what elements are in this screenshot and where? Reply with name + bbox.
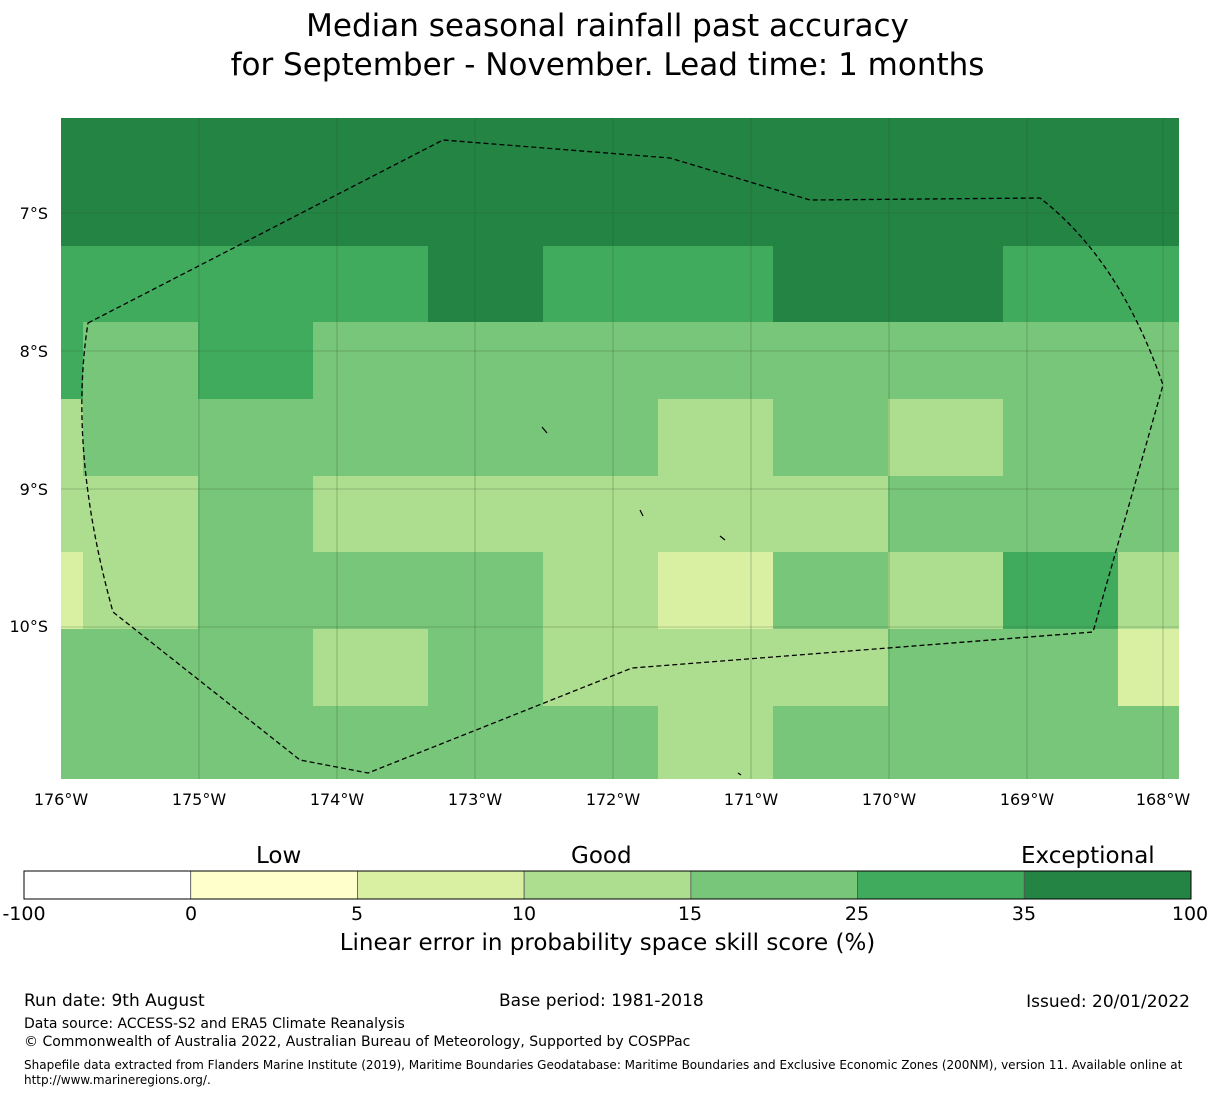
heatmap-cell [888, 399, 1003, 476]
heatmap-cell [198, 476, 313, 552]
heatmap-cell [543, 552, 658, 629]
heatmap-cell [61, 118, 1179, 246]
heatmap-cell [543, 246, 773, 322]
heatmap-cell [313, 629, 428, 706]
heatmap-cell [658, 706, 773, 779]
colorbar-tick-label: 35 [1012, 903, 1036, 925]
heatmap-cell [658, 399, 773, 476]
colorbar-tick-label: 15 [678, 903, 702, 925]
shapefile-credit: Shapefile data extracted from Flanders M… [24, 1058, 1183, 1087]
heatmap-cell [198, 322, 313, 399]
colorbar-tick-label: 0 [185, 903, 197, 925]
colorbar-category-good: Good [571, 843, 632, 869]
chart-title-line-1: Median seasonal rainfall past accuracy [306, 8, 909, 44]
heatmap-cell [61, 552, 83, 629]
colorbar-swatch [190, 870, 358, 900]
island-fakaofo [719, 535, 726, 541]
lat-tick-label: 8°S [20, 342, 48, 361]
skill-grid [61, 118, 1179, 779]
heatmap-cell [313, 476, 888, 552]
colorbar [23, 870, 1192, 900]
island-swains [737, 772, 742, 776]
heatmap-cell [1003, 552, 1118, 629]
colorbar-tick-label: 10 [512, 903, 536, 925]
colorbar-swatch [357, 870, 525, 900]
chart-title-line-2: for September - November. Lead time: 1 m… [230, 47, 985, 83]
heatmap-cell [1003, 399, 1179, 476]
data-source: Data source: ACCESS-S2 and ERA5 Climate … [24, 1016, 405, 1032]
colorbar-category-exceptional: Exceptional [1021, 843, 1155, 869]
colorbar-swatch [523, 870, 692, 900]
latitude-labels: 7°S 8°S 9°S 10°S [9, 204, 48, 636]
heatmap-cell [61, 629, 313, 706]
heatmap-cell [543, 629, 888, 706]
heatmap-cell [83, 552, 198, 629]
heatmap-cell [428, 246, 543, 322]
lon-tick-label: 168°W [1136, 790, 1191, 809]
lon-tick-label: 169°W [1000, 790, 1055, 809]
colorbar-border [23, 870, 1192, 900]
lon-tick-label: 175°W [172, 790, 227, 809]
island-nukunonu [639, 509, 644, 517]
colorbar-tick-label: 100 [1172, 903, 1208, 925]
heatmap-cell [61, 246, 428, 322]
longitude-labels: 176°W 175°W 174°W 173°W 172°W 171°W 170°… [34, 790, 1191, 809]
heatmap-cell [313, 322, 1179, 399]
lat-tick-label: 10°S [9, 617, 48, 636]
heatmap-cell [428, 629, 543, 706]
heatmap-cell [1118, 629, 1179, 706]
lat-tick-label: 9°S [20, 480, 48, 499]
lon-tick-label: 174°W [310, 790, 365, 809]
lon-tick-label: 173°W [448, 790, 503, 809]
heatmap-cell [61, 322, 83, 399]
heatmap-cell [888, 552, 1003, 629]
lat-tick-label: 7°S [20, 204, 48, 223]
colorbar-swatch [690, 870, 858, 900]
heatmap-cell [83, 322, 198, 399]
heatmap-cell [61, 476, 198, 552]
colorbar-tick-label: 5 [351, 903, 363, 925]
colorbar-axis-label: Linear error in probability space skill … [339, 930, 876, 956]
heatmap-cell [61, 399, 83, 476]
colorbar-swatch [1023, 870, 1192, 900]
island-atafu [541, 426, 548, 434]
colorbar-category-low: Low [256, 843, 302, 869]
lon-tick-label: 176°W [34, 790, 89, 809]
heatmap-cell [198, 552, 543, 629]
colorbar-swatch [857, 870, 1025, 900]
lon-tick-label: 170°W [862, 790, 917, 809]
colorbar-tick-labels: -100 0 5 10 15 25 35 100 [2, 903, 1208, 925]
base-period: Base period: 1981-2018 [499, 991, 704, 1011]
heatmap-cell [658, 552, 773, 629]
heatmap-cell [773, 552, 888, 629]
heatmap-cell [83, 399, 658, 476]
graticule [61, 118, 1179, 779]
eez-boundary [81, 139, 1164, 774]
run-date: Run date: 9th August [24, 991, 205, 1011]
colorbar-tick-label: -100 [2, 903, 45, 925]
heatmap-cell [1118, 552, 1179, 629]
copyright: © Commonwealth of Australia 2022, Austra… [24, 1034, 691, 1050]
heatmap-cell [888, 629, 1118, 706]
colorbar-swatch [23, 870, 192, 900]
heatmap-cell [773, 399, 888, 476]
issued-date: Issued: 20/01/2022 [1026, 992, 1190, 1012]
islands [541, 426, 742, 776]
heatmap-cell [1003, 246, 1179, 322]
heatmap-cell [61, 706, 658, 779]
heatmap-cell [773, 706, 1179, 779]
heatmap-cell [773, 246, 1003, 322]
lon-tick-label: 172°W [586, 790, 641, 809]
colorbar-tick-label: 25 [845, 903, 869, 925]
heatmap-cell [888, 476, 1179, 552]
lon-tick-label: 171°W [724, 790, 779, 809]
